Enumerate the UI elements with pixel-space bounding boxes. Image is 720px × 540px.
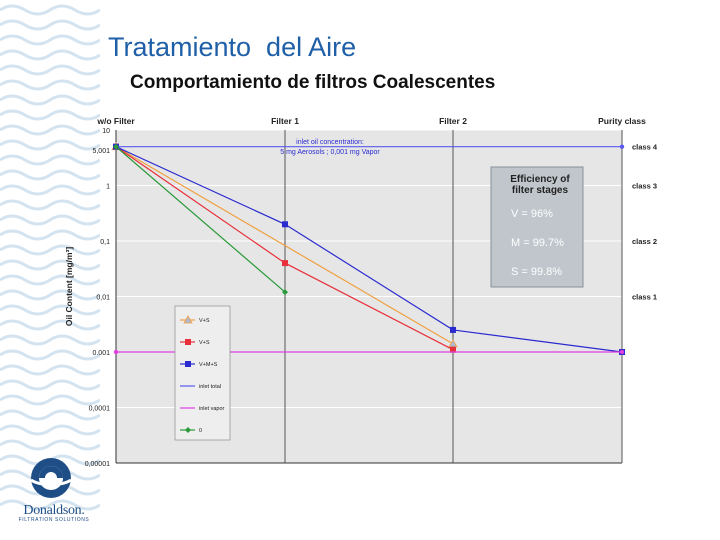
y-tick-label: 10 [102, 128, 110, 135]
legend-marker [185, 361, 191, 367]
efficiency-item: V = 96% [511, 208, 553, 220]
legend-label: V+S [199, 318, 210, 324]
donaldson-logo-icon [30, 458, 72, 498]
legend-label: V+S [199, 340, 210, 346]
legend-marker [183, 315, 193, 324]
legend-label: inlet vapor [199, 406, 225, 412]
decorative-wave-strip [0, 0, 100, 540]
efficiency-item: M = 99.7% [511, 237, 564, 249]
data-point [282, 289, 288, 296]
x-tick-label: Filter 2 [439, 116, 467, 126]
x-tick-label: Purity class [598, 116, 646, 126]
legend-label: 0 [199, 428, 202, 434]
legend-box [174, 305, 231, 441]
efficiency-item: S = 99.8% [511, 266, 562, 278]
y-tick-label: 0,00001 [85, 461, 110, 468]
efficiency-box-title: Efficiency of [510, 174, 570, 185]
data-point [619, 144, 625, 149]
legend-label: V+M+S [199, 362, 218, 368]
purity-class-label: class 3 [632, 182, 657, 191]
data-point [282, 221, 288, 228]
purity-class-label: class 1 [632, 293, 657, 302]
purity-class-label: class 4 [632, 143, 658, 152]
data-point [450, 346, 456, 353]
legend-marker [185, 427, 191, 433]
y-tick-label: 0.001 [92, 350, 110, 357]
y-tick-label: 0,1 [100, 239, 110, 246]
logo-wordmark: Donaldson. [23, 503, 85, 518]
inlet-concentration-annotation: inlet oil concentration: [296, 139, 364, 146]
data-point [113, 349, 119, 355]
efficiency-box-title: filter stages [512, 185, 569, 196]
y-tick-label: 5,001 [92, 148, 110, 155]
legend-label: inlet total [199, 384, 221, 390]
logo-tagline: FILTRATION SOLUTIONS [18, 517, 90, 523]
data-point [113, 143, 119, 150]
efficiency-box [490, 166, 584, 288]
series-line [115, 146, 454, 345]
slide-subtitle: Comportamiento de filtros Coalescentes [130, 72, 496, 93]
y-tick-label: 0,01 [96, 295, 110, 302]
purity-class-label: class 2 [632, 237, 657, 246]
series-line [115, 146, 623, 353]
series-line [115, 146, 286, 293]
data-point [619, 349, 625, 355]
x-tick-label: Filter 1 [271, 116, 299, 126]
y-axis-label: Oil Content [mg/m³] [64, 247, 74, 326]
inlet-concentration-annotation: 5 mg Aerosols ; 0,001 mg Vapor [280, 149, 380, 156]
x-tick-label: w/o Filter [96, 116, 135, 126]
y-tick-label: 1 [106, 184, 110, 191]
legend-marker [185, 339, 191, 345]
y-tick-label: 0,0001 [89, 406, 111, 413]
slide-title: Tratamiento del Aire [108, 32, 357, 62]
data-point [282, 260, 288, 267]
data-point [450, 326, 456, 333]
